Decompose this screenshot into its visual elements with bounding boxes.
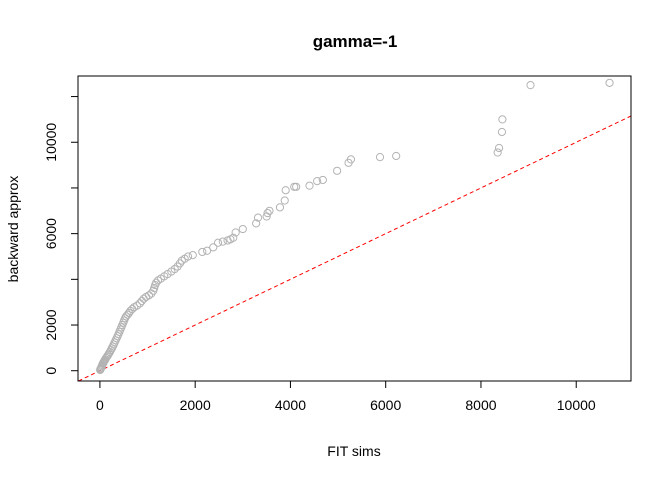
data-point [392, 151, 401, 161]
y-axis-label: backward approx [5, 176, 21, 283]
data-point [318, 175, 327, 185]
data-point [263, 208, 272, 218]
x-tick-label: 10000 [557, 397, 596, 413]
y-axis: 0 2000 6000 10000 [43, 96, 79, 375]
data-point [139, 294, 148, 303]
data-point [229, 233, 238, 242]
x-tick-label: 0 [96, 397, 104, 413]
data-point [175, 259, 185, 268]
y-tick-label: 6000 [43, 218, 59, 249]
x-axis-label: FIT sims [327, 443, 380, 459]
data-point [144, 291, 154, 300]
data-point [102, 353, 111, 363]
reference-line [78, 115, 632, 382]
x-tick-label: 8000 [465, 397, 496, 413]
data-point [494, 143, 504, 153]
x-axis: 0 2000 4000 6000 8000 10000 [96, 380, 596, 413]
data-point [253, 213, 263, 222]
data-point [209, 243, 218, 252]
chart-title: gamma=-1 [313, 32, 398, 51]
data-point [252, 219, 261, 228]
data-point [198, 247, 207, 257]
data-point [183, 252, 193, 261]
plot-frame [77, 75, 632, 382]
data-point [375, 153, 385, 162]
data-point [170, 264, 179, 274]
data-point [275, 203, 285, 212]
data-point [218, 237, 227, 246]
data-point [265, 206, 274, 215]
y-tick-label: 2000 [43, 309, 59, 340]
data-point [280, 196, 289, 205]
data-point [132, 301, 142, 310]
data-points [96, 78, 614, 375]
data-point [152, 278, 161, 287]
data-point [188, 251, 197, 260]
data-point [292, 182, 301, 191]
data-point [493, 148, 502, 157]
data-point [605, 78, 614, 87]
y-tick-label: 10000 [43, 123, 59, 162]
reference-line-layer [78, 115, 632, 382]
data-point [313, 176, 322, 186]
x-tick-label: 4000 [275, 397, 306, 413]
data-point [346, 155, 356, 164]
x-tick-label: 2000 [180, 397, 211, 413]
x-tick-label: 6000 [370, 397, 401, 413]
data-point [497, 127, 507, 137]
data-point [498, 115, 507, 124]
data-point [333, 166, 342, 175]
data-point [305, 181, 314, 190]
data-point [231, 228, 240, 237]
data-point [526, 81, 535, 90]
data-point [137, 296, 146, 306]
data-point [281, 186, 290, 195]
data-point [202, 246, 212, 255]
y-tick-label: 0 [43, 367, 59, 375]
data-point [213, 238, 223, 247]
data-point [238, 224, 247, 234]
